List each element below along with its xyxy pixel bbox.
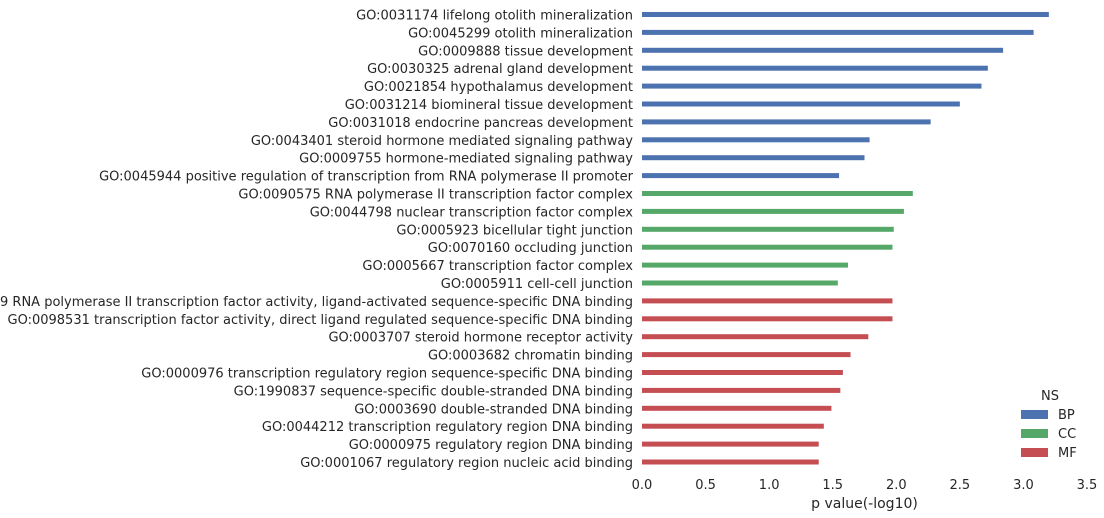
category-label: GO:0003707 steroid hormone receptor acti…: [328, 331, 633, 346]
bar-mf: [642, 352, 851, 358]
x-tick-label: 0.0: [632, 478, 653, 493]
category-label: GO:0005911 cell-cell junction: [441, 277, 633, 292]
x-tick-label: 2.0: [886, 478, 907, 493]
category-label: GO:0000975 regulatory region DNA binding: [349, 438, 633, 453]
category-label: GO:0098531 transcription factor activity…: [8, 313, 633, 328]
bar-bp: [642, 173, 840, 179]
bar-mf: [642, 370, 843, 375]
bar-cc: [642, 191, 913, 196]
category-label: GO:0005667 transcription factor complex: [362, 259, 633, 274]
bar-bp: [642, 12, 1049, 17]
legend-label-mf: MF: [1058, 446, 1077, 461]
bar-bp: [642, 155, 865, 161]
category-label: GO:0031174 lifelong otolith mineralizati…: [356, 9, 633, 24]
legend-label-bp: BP: [1058, 408, 1075, 423]
category-label: GO:0045944 positive regulation of transc…: [99, 170, 634, 185]
bar-bp: [642, 137, 870, 143]
bar-bp: [642, 101, 960, 107]
bar-mf: [642, 405, 832, 411]
x-tick-label: 3.5: [1077, 478, 1098, 493]
bar-mf: [642, 316, 893, 322]
category-label: GO:0021854 hypothalamus development: [364, 80, 633, 95]
bar-cc: [642, 262, 848, 268]
bar-mf: [642, 459, 819, 465]
legend-title: NS: [1041, 389, 1059, 404]
category-label: GO:0001067 regulatory region nucleic aci…: [300, 456, 633, 471]
category-label: GO:0090575 RNA polymerase II transcripti…: [238, 188, 633, 203]
bar-cc: [642, 280, 838, 286]
category-label: GO:0009888 tissue development: [418, 44, 633, 59]
bar-bp: [642, 47, 1004, 53]
legend-label-cc: CC: [1058, 427, 1076, 442]
bar-bp: [642, 29, 1034, 35]
x-tick-label: 2.5: [950, 478, 971, 493]
category-label: GO:0005923 bicellular tight junction: [396, 223, 633, 238]
plot-area: GO:0031174 lifelong otolith mineralizati…: [0, 9, 1049, 471]
legend-swatch-cc: [1021, 429, 1048, 438]
x-tick-label: 1.0: [759, 478, 780, 493]
category-label: GO:0045299 otolith mineralization: [408, 26, 633, 41]
category-label: GO:0000976 transcription regulatory regi…: [141, 367, 633, 382]
bar-bp: [642, 65, 988, 71]
bar-cc: [642, 208, 904, 214]
bar-mf: [642, 334, 869, 340]
bar-mf: [642, 298, 893, 304]
bar-cc: [642, 244, 893, 250]
category-label: GO:0031018 endocrine pancreas developmen…: [328, 116, 633, 131]
category-label: GO:0009755 hormone-mediated signaling pa…: [299, 152, 633, 167]
legend-swatch-mf: [1021, 448, 1048, 457]
bar-cc: [642, 226, 894, 232]
category-label: GO:0043401 steroid hormone mediated sign…: [251, 134, 633, 149]
bar-bp: [642, 119, 931, 125]
category-label: GO:0070160 occluding junction: [428, 241, 633, 256]
category-label: GO:0044212 transcription regulatory regi…: [262, 420, 633, 435]
x-axis: 0.0 0.5 1.0 1.5 2.0 2.5 3.0 3.5: [632, 478, 1098, 493]
x-tick-label: 3.0: [1013, 478, 1034, 493]
category-label: GO:1990837 sequence-specific double-stra…: [234, 384, 633, 399]
x-tick-label: 0.5: [695, 478, 716, 493]
bar-mf: [642, 387, 841, 393]
category-label: GO:0004879 RNA polymerase II transcripti…: [0, 295, 633, 310]
x-tick-label: 1.5: [822, 478, 843, 493]
x-axis-title: p value(-log10): [811, 496, 918, 512]
legend-swatch-bp: [1021, 410, 1048, 419]
category-label: GO:0003690 double-stranded DNA binding: [354, 402, 633, 417]
category-label: GO:0044798 nuclear transcription factor …: [310, 205, 634, 220]
bar-bp: [642, 83, 982, 89]
category-label: GO:0003682 chromatin binding: [428, 349, 633, 364]
category-label: GO:0030325 adrenal gland development: [367, 62, 633, 77]
bar-mf: [642, 423, 824, 429]
bar-mf: [642, 441, 819, 447]
legend: NS BP CC MF: [1021, 389, 1077, 461]
category-label: GO:0031214 biomineral tissue development: [345, 98, 633, 113]
